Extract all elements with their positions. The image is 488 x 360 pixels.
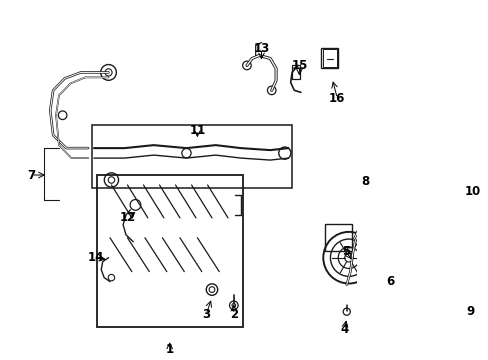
Bar: [323, 49, 336, 67]
Bar: [291, 65, 299, 79]
Bar: [92, 125, 291, 188]
Text: 13: 13: [253, 42, 269, 55]
Bar: [97, 175, 242, 328]
Text: 12: 12: [120, 211, 136, 224]
Bar: [408, 178, 468, 329]
Text: 9: 9: [466, 305, 474, 318]
Text: 16: 16: [328, 92, 345, 105]
Text: 2: 2: [229, 308, 237, 321]
Text: 8: 8: [360, 175, 368, 189]
Text: 14: 14: [87, 251, 103, 264]
Text: 5: 5: [341, 245, 349, 258]
Text: 4: 4: [340, 323, 348, 336]
Text: 7: 7: [27, 168, 35, 181]
Text: 15: 15: [291, 59, 307, 72]
Text: 1: 1: [165, 343, 173, 356]
Bar: [324, 224, 351, 251]
Bar: [321, 48, 338, 68]
Text: 10: 10: [464, 185, 480, 198]
Text: 3: 3: [202, 308, 210, 321]
Text: 6: 6: [386, 275, 394, 288]
Text: 11: 11: [189, 124, 205, 137]
Circle shape: [344, 253, 352, 262]
